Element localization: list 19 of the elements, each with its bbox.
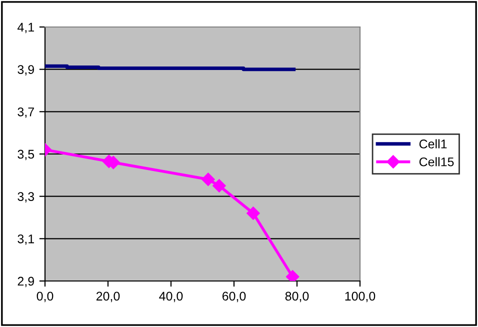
point [286, 270, 300, 281]
y-tick-label: 3,3 [18, 192, 34, 202]
x-tick-label: 80,0 [285, 292, 309, 302]
y-tick-label: 2,9 [18, 276, 34, 288]
x-tick-label: 20,0 [96, 292, 120, 302]
y-tick-label: 4,1 [17, 22, 34, 34]
legend-label: Cell15 [419, 157, 454, 166]
x-tick-label: 40,0 [159, 292, 183, 302]
y-tick-label: 3,7 [18, 107, 34, 118]
point [202, 172, 215, 186]
point [246, 206, 260, 220]
point [212, 179, 226, 192]
y-tick-label: 3,5 [18, 150, 34, 160]
x-tick-label: 0,0 [36, 292, 54, 302]
y-tick-label: 3,9 [18, 65, 34, 76]
x-tick-label: 100,0 [345, 292, 376, 302]
x-tick-label: 60,0 [222, 292, 246, 302]
legend-label: Cell1 [419, 139, 447, 148]
y-tick-label: 3,1 [18, 234, 34, 245]
